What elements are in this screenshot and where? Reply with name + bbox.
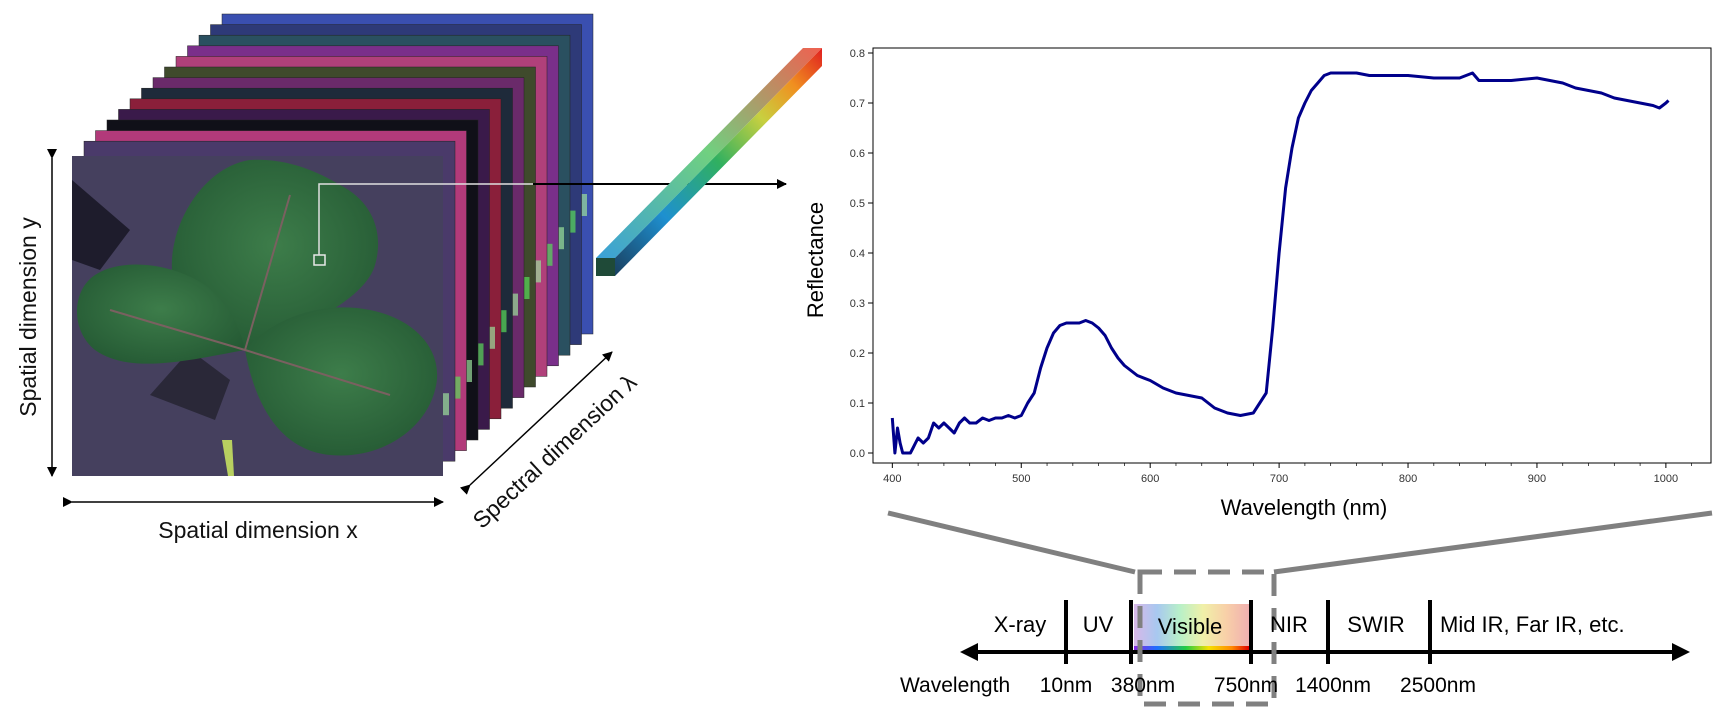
layer-leaf-edge [496,310,507,333]
electromagnetic-spectrum: X-ray UV Visible NIR SWIR Mid IR, Far IR… [887,510,1713,707]
band-mid-far-ir: Mid IR, Far IR, etc. [1440,612,1625,637]
band-visible: Visible [1158,614,1222,639]
x-tick-label: 500 [1012,473,1030,485]
layer-leaf-edge [531,260,541,283]
leaf-lobe-left [76,264,246,364]
spectral-lambda-arrow [460,351,613,495]
x-axis-label: Wavelength (nm) [1221,495,1388,520]
x-tick-label: 400 [883,473,901,485]
spatial-y-label: Spatial dimension y [15,217,41,417]
zoom-line-left [887,510,1136,575]
x-axis-ticks: 400 500 600 700 800 900 1000 [883,463,1693,485]
layer-leaf-edge [485,326,495,349]
y-axis-label: Reflectance [803,202,828,318]
leaf-stem [222,440,234,476]
leaf-lobe-right [245,307,438,456]
tick-750nm: 750nm [1214,674,1278,697]
y-tick-label: 0.3 [850,298,865,310]
leaf-lobe-top [171,159,379,350]
band-nir: NIR [1270,612,1308,637]
band-swir: SWIR [1347,612,1404,637]
y-tick-label: 0.4 [850,248,865,260]
layer-leaf-edge [439,393,449,416]
y-tick-label: 0.2 [850,348,865,360]
layer-leaf-edge [554,227,564,250]
spatial-x-label: Spatial dimension x [158,517,358,543]
layer-leaf-edge [519,277,530,299]
band-xray: X-ray [994,612,1047,637]
y-axis-ticks: 0.0 0.1 0.2 0.3 0.4 0.5 0.6 0.7 0.8 [850,48,873,460]
y-tick-label: 0.1 [850,398,865,410]
layer-leaf-edge [508,293,518,316]
x-tick-label: 900 [1528,473,1546,485]
y-tick-label: 0.5 [850,198,865,210]
spectral-bar-top [596,48,822,258]
band-uv: UV [1083,612,1114,637]
reflectance-series-line [890,71,1670,455]
axis-arrow-left [960,643,978,661]
x-tick-label: 600 [1141,473,1159,485]
y-tick-label: 0.7 [850,98,865,110]
y-tick-label: 0.8 [850,48,865,60]
x-tick-label: 800 [1399,473,1417,485]
axis-arrow-right [1672,643,1690,661]
image-shadow [150,350,230,420]
layer-leaf-edge [450,376,461,399]
visible-rainbow-strip [1134,646,1249,650]
image-shadow-left [72,180,130,270]
tick-380nm: 380nm [1111,674,1175,697]
layer-leaf-edge [542,243,553,266]
reflectance-chart: 400 500 600 700 800 900 1000 0.00.10.20.30.40.… [803,47,1712,520]
tick-2500nm: 2500nm [1400,674,1476,697]
spectral-bar-end [596,258,615,276]
layer-leaf-edge [577,194,587,216]
plot-frame [872,47,1712,464]
hyperspectral-cube: Spatial dimension x Spatial dimension y … [15,13,822,543]
layer-leaf-edge [565,210,576,233]
wavelength-axis-label: Wavelength [900,674,1010,697]
front-image [72,156,533,476]
spectral-vector-bar [596,48,822,276]
visible-band-gradient [1134,604,1249,648]
tick-1400nm: 1400nm [1295,674,1371,697]
x-tick-label: 1000 [1654,473,1678,485]
tick-10nm: 10nm [1040,674,1093,697]
spectral-bar-side [615,48,822,276]
pixel-leader-line [318,183,533,255]
y-tick-label: 0.0 [850,448,865,460]
leaf-veins [109,194,391,396]
x-tick-label: 700 [1270,473,1288,485]
zoom-line-right [1273,510,1713,575]
y-tick-label: 0.6 [850,148,865,160]
strawberry-leaf [76,159,438,476]
